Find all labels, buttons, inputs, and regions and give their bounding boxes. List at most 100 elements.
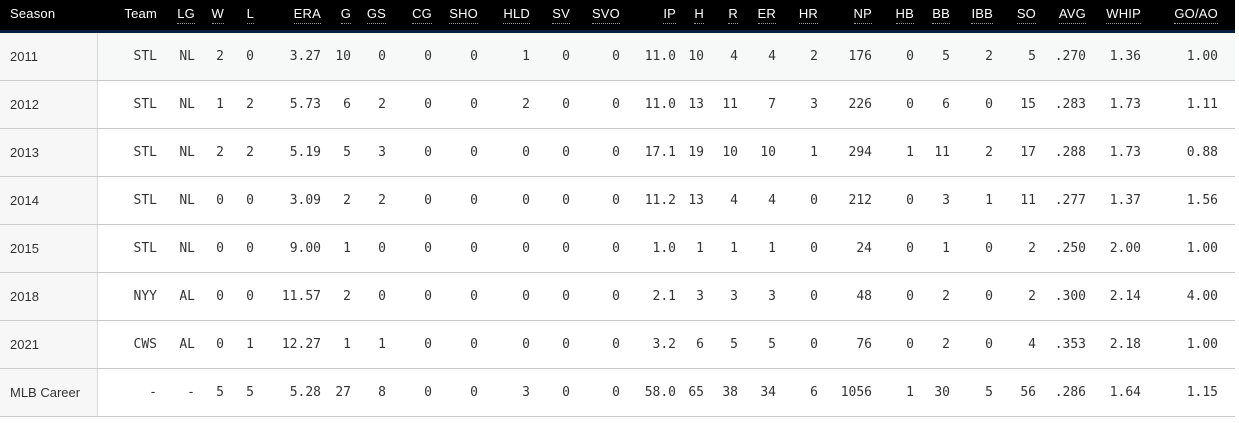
cell-lg: AL	[157, 320, 195, 369]
cell-lg: NL	[157, 224, 195, 273]
cell-team: STL	[97, 80, 157, 129]
cell-hld: 0	[478, 320, 530, 369]
column-header-ip: IP	[620, 0, 676, 33]
column-label-sv: SV	[552, 6, 570, 24]
cell-avg: .270	[1036, 31, 1086, 81]
cell-goao: 1.11	[1141, 80, 1235, 129]
cell-goao: 1.56	[1141, 176, 1235, 225]
cell-w: 0	[195, 176, 224, 225]
cell-bb: 3	[914, 176, 950, 225]
cell-whip: 2.14	[1086, 272, 1141, 321]
cell-avg: .250	[1036, 224, 1086, 273]
cell-ibb: 0	[950, 320, 993, 369]
cell-season: 2011	[0, 31, 98, 81]
cell-hld: 1	[478, 31, 530, 81]
cell-whip: 1.37	[1086, 176, 1141, 225]
column-label-avg: AVG	[1058, 6, 1086, 24]
cell-team: NYY	[97, 272, 157, 321]
table-body: 2011 STL NL 2 0 3.27 10 0 0 0 1 0 0 11.0 10 4 4 2 176 0 5 2 5.…	[0, 31, 1235, 417]
cell-g: 27	[321, 368, 351, 417]
cell-so: 4	[993, 320, 1036, 369]
cell-r: 1	[704, 224, 738, 273]
cell-ip: 2.1	[620, 272, 676, 321]
cell-np: 226	[818, 80, 872, 129]
cell-sv: 0	[530, 320, 570, 369]
cell-svo: 0	[570, 128, 620, 177]
column-label-svo: SVO	[591, 6, 620, 24]
cell-g: 2	[321, 272, 351, 321]
cell-w: 1	[195, 80, 224, 129]
cell-so: 17	[993, 128, 1036, 177]
cell-l: 0	[224, 224, 254, 273]
cell-r: 11	[704, 80, 738, 129]
cell-svo: 0	[570, 368, 620, 417]
cell-h: 19	[676, 128, 704, 177]
cell-whip: 2.18	[1086, 320, 1141, 369]
column-label-lg: LG	[177, 6, 195, 24]
cell-hr: 0	[776, 224, 818, 273]
cell-svo: 0	[570, 31, 620, 81]
cell-cg: 0	[386, 272, 432, 321]
cell-w: 0	[195, 320, 224, 369]
cell-gs: 2	[351, 176, 386, 225]
column-header-svo: SVO	[570, 0, 620, 33]
column-header-hb: HB	[872, 0, 914, 33]
cell-l: 1	[224, 320, 254, 369]
cell-er: 4	[738, 176, 776, 225]
cell-g: 6	[321, 80, 351, 129]
cell-whip: 1.73	[1086, 80, 1141, 129]
cell-sv: 0	[530, 128, 570, 177]
cell-season: 2015	[0, 224, 98, 273]
season-row-2015: 2015 STL NL 0 0 9.00 1 0 0 0 0 0 0 1.0 1 1 1 0 24 0 1 0 2.250 2…	[0, 224, 1235, 273]
career-totals-row: MLB Career - -5 5 5.28 27 8 0 0 3 0 0 58.0 65 38 34 6 105…	[0, 368, 1235, 417]
column-header-lg: LG	[157, 0, 195, 33]
cell-w: 0	[195, 224, 224, 273]
cell-ip: 11.2	[620, 176, 676, 225]
cell-hb: 1	[872, 128, 914, 177]
cell-season: MLB Career	[0, 368, 98, 417]
cell-so: 11	[993, 176, 1036, 225]
cell-sv: 0	[530, 31, 570, 81]
column-header-l: L	[224, 0, 254, 33]
cell-cg: 0	[386, 80, 432, 129]
cell-ibb: 5	[950, 368, 993, 417]
cell-ip: 11.0	[620, 31, 676, 81]
column-header-ibb: IBB	[950, 0, 993, 33]
cell-er: 7	[738, 80, 776, 129]
cell-avg: .353	[1036, 320, 1086, 369]
cell-sho: 0	[432, 320, 478, 369]
cell-team: -	[97, 368, 157, 417]
cell-bb: 6	[914, 80, 950, 129]
cell-team: CWS	[97, 320, 157, 369]
column-header-np: NP	[818, 0, 872, 33]
season-row-2012: 2012 STL NL 1 2 5.73 6 2 0 0 2 0 0 11.0 13 11 7 3 226 0 6 0 15…	[0, 80, 1235, 129]
cell-so: 15	[993, 80, 1036, 129]
cell-whip: 1.73	[1086, 128, 1141, 177]
cell-era: 5.19	[254, 128, 321, 177]
column-header-hld: HLD	[478, 0, 530, 33]
cell-er: 5	[738, 320, 776, 369]
cell-h: 1	[676, 224, 704, 273]
cell-np: 294	[818, 128, 872, 177]
cell-sho: 0	[432, 368, 478, 417]
cell-team: STL	[97, 176, 157, 225]
cell-g: 1	[321, 224, 351, 273]
cell-sho: 0	[432, 224, 478, 273]
cell-lg: NL	[157, 128, 195, 177]
cell-g: 2	[321, 176, 351, 225]
cell-l: 0	[224, 272, 254, 321]
column-label-er: ER	[757, 6, 776, 24]
column-label-whip: WHIP	[1106, 6, 1141, 24]
column-header-whip: WHIP	[1086, 0, 1141, 33]
cell-h: 13	[676, 80, 704, 129]
cell-l: 5	[224, 368, 254, 417]
cell-ibb: 2	[950, 31, 993, 81]
cell-hb: 0	[872, 80, 914, 129]
cell-so: 56	[993, 368, 1036, 417]
cell-ibb: 2	[950, 128, 993, 177]
column-label-gs: GS	[366, 6, 386, 24]
cell-sv: 0	[530, 368, 570, 417]
cell-season: 2013	[0, 128, 98, 177]
